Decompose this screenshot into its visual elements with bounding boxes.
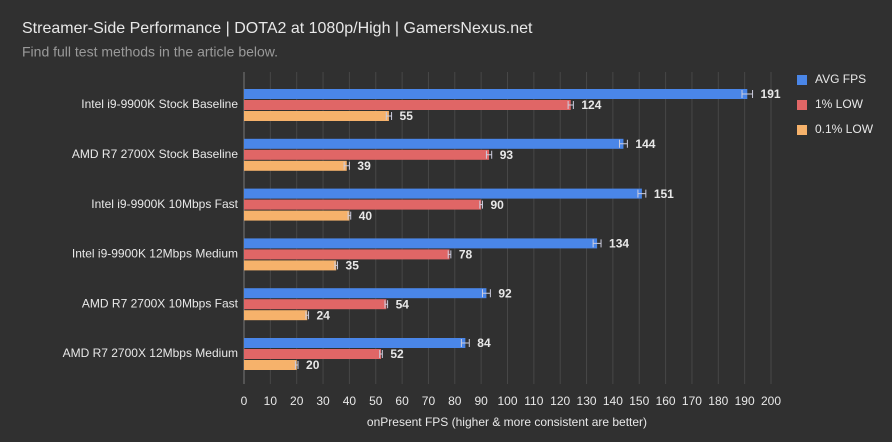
error-bar — [343, 161, 350, 170]
value-label: 55 — [400, 109, 414, 123]
x-tick-label: 200 — [761, 394, 781, 408]
legend-label: 0.1% LOW — [815, 122, 874, 136]
x-tick-label: 170 — [682, 394, 702, 408]
legend-swatch — [797, 100, 807, 110]
x-tick-label: 30 — [316, 394, 330, 408]
error-bar — [347, 211, 352, 220]
legend-swatch — [797, 75, 807, 85]
chart-subtitle: Find full test methods in the article be… — [22, 44, 278, 60]
chart-title: Streamer-Side Performance | DOTA2 at 108… — [22, 20, 533, 37]
y-tick-label: AMD R7 2700X Stock Baseline — [72, 147, 238, 161]
value-label: 78 — [459, 248, 473, 262]
value-label: 35 — [346, 259, 360, 273]
x-tick-label: 140 — [603, 394, 623, 408]
legend-swatch — [797, 125, 807, 135]
bar — [244, 89, 748, 99]
x-tick-label: 80 — [448, 394, 462, 408]
bar — [244, 111, 389, 121]
x-tick-label: 190 — [735, 394, 755, 408]
bar — [244, 138, 624, 149]
value-label: 93 — [500, 148, 514, 162]
x-tick-label: 70 — [422, 394, 436, 408]
value-label: 40 — [359, 209, 373, 223]
error-bar — [637, 189, 647, 198]
value-label: 84 — [477, 336, 491, 350]
error-bar — [741, 90, 754, 98]
y-tick-label: Intel i9-9900K 12Mbps Medium — [72, 247, 238, 261]
x-tick-label: 90 — [474, 394, 488, 408]
y-tick-label: Intel i9-9900K 10Mbps Fast — [91, 197, 238, 211]
bar — [244, 360, 297, 370]
error-bar — [460, 339, 470, 347]
x-tick-label: 110 — [524, 394, 543, 408]
bar — [244, 310, 308, 321]
x-tick-label: 0 — [241, 394, 248, 408]
y-tick-label: Intel i9-9900K Stock Baseline — [81, 97, 238, 111]
x-tick-label: 60 — [395, 394, 409, 408]
legend-label: 1% LOW — [815, 97, 864, 111]
value-label: 20 — [306, 358, 320, 372]
bar — [244, 188, 642, 199]
x-tick-label: 50 — [369, 394, 383, 408]
x-tick-label: 40 — [343, 394, 357, 408]
error-bar — [485, 150, 493, 159]
error-bar — [618, 139, 628, 148]
bar — [244, 149, 490, 160]
value-label: 90 — [490, 198, 504, 212]
x-tick-label: 150 — [629, 394, 649, 408]
value-label: 144 — [635, 137, 655, 151]
value-label: 52 — [390, 347, 404, 361]
error-bar — [592, 239, 602, 248]
x-tick-label: 120 — [550, 394, 570, 408]
error-bar — [305, 311, 310, 320]
error-bar — [481, 289, 491, 298]
bar — [244, 260, 337, 271]
error-bar — [447, 250, 452, 259]
error-bar — [379, 350, 383, 358]
legend-label: AVG FPS — [815, 72, 866, 86]
bar — [244, 210, 350, 221]
value-label: 151 — [654, 187, 674, 201]
bar — [244, 249, 450, 260]
error-bar — [385, 112, 393, 120]
x-tick-label: 100 — [497, 394, 517, 408]
bar — [244, 199, 482, 210]
bar — [244, 338, 466, 348]
value-label: 24 — [317, 308, 331, 322]
error-bar — [479, 200, 483, 209]
value-label: 39 — [357, 159, 371, 173]
error-bar — [567, 101, 574, 109]
y-tick-label: AMD R7 2700X 10Mbps Fast — [82, 296, 239, 310]
value-label: 191 — [761, 87, 781, 101]
bar — [244, 238, 598, 249]
error-bar — [384, 300, 389, 309]
x-tick-label: 130 — [577, 394, 597, 408]
value-label: 54 — [396, 297, 410, 311]
x-tick-label: 10 — [264, 394, 278, 408]
error-bar — [334, 261, 339, 270]
value-label: 92 — [498, 286, 512, 300]
x-tick-label: 160 — [656, 394, 676, 408]
error-bar — [294, 361, 299, 369]
bar — [244, 349, 382, 359]
bar — [244, 288, 487, 299]
x-tick-label: 20 — [290, 394, 304, 408]
x-tick-label: 180 — [708, 394, 728, 408]
bar — [244, 100, 571, 110]
bar — [244, 160, 347, 171]
bar — [244, 299, 387, 310]
x-axis-title: onPresent FPS (higher & more consistent … — [367, 415, 647, 429]
value-label: 134 — [609, 237, 629, 251]
value-label: 124 — [581, 98, 601, 112]
y-tick-label: AMD R7 2700X 12Mbps Medium — [63, 346, 238, 360]
